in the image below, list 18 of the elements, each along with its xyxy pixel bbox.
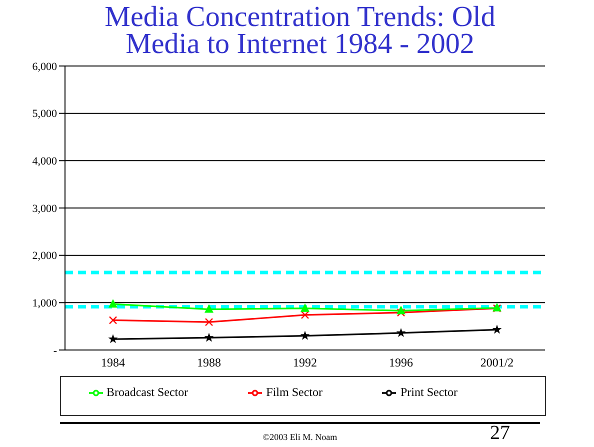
chart-title: Media Concentration Trends: Old Media to Internet 1984 - 2002 — [104, 1, 496, 60]
text: 27 — [490, 422, 510, 445]
x-tick-label: 1984 — [101, 356, 125, 370]
y-tick-label: 6,000 — [32, 60, 58, 73]
text: ©2003 Eli M. Noam — [262, 432, 338, 442]
legend-label: Print Sector — [400, 385, 458, 399]
y-tick-label: - — [53, 344, 58, 357]
x-tick-label: 1992 — [293, 356, 317, 370]
y-tick-label: 3,000 — [32, 202, 58, 215]
y-tick-label: 5,000 — [32, 108, 58, 120]
y-tick-label: 2,000 — [32, 250, 58, 262]
x-tick-label: 1988 — [197, 356, 221, 370]
x-tick-label: 2001/2 — [480, 356, 514, 370]
y-tick-label: 1,000 — [32, 298, 58, 310]
legend-label: Broadcast Sector — [106, 385, 188, 399]
y-tick-label: 4,000 — [32, 156, 58, 168]
legend-label: Film Sector — [266, 385, 322, 399]
x-tick-label: 1996 — [389, 356, 413, 370]
